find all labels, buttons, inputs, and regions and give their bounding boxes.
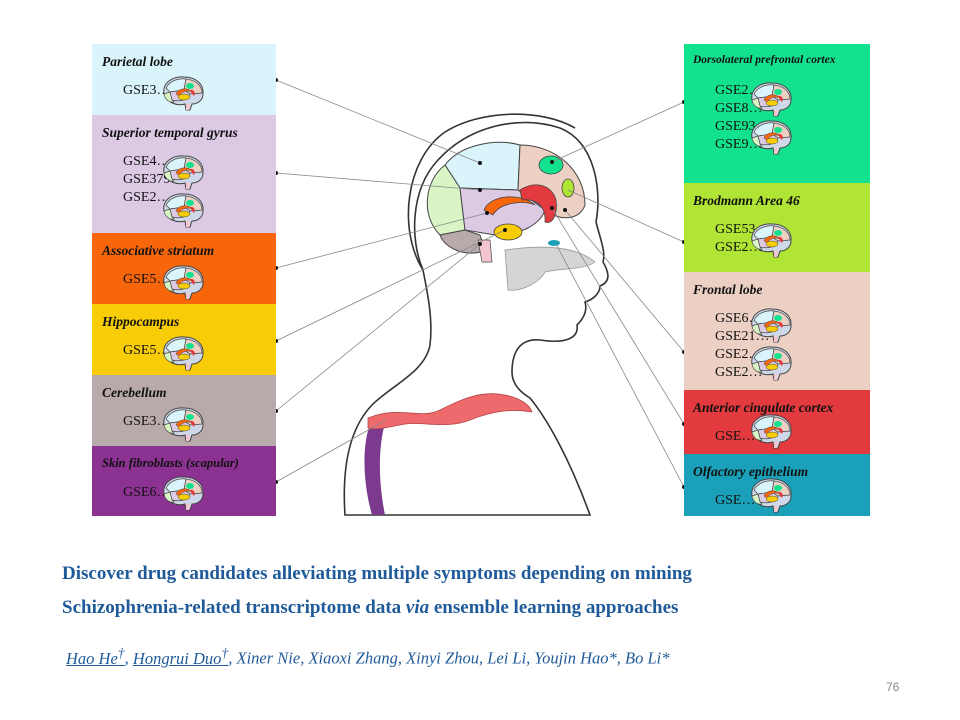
brain-thumbnail-icon bbox=[163, 193, 204, 228]
panel-title: Brodmann Area 46 bbox=[693, 193, 800, 208]
panel-skin-fibroblasts: Skin fibroblasts (scapular) GSE6… bbox=[92, 446, 276, 516]
dlpfc-region bbox=[538, 155, 564, 175]
dataset-list: GSE… bbox=[715, 429, 756, 444]
panel-associative-striatum: Associative striatum GSE5… bbox=[92, 233, 276, 304]
brain-thumbnail-icon bbox=[751, 346, 792, 381]
dataset-list: GSE3… bbox=[123, 83, 171, 98]
panel-dorsolateral-prefrontal-cortex: Dorsolateral prefrontal cortex GSE2… GSE… bbox=[684, 44, 870, 183]
brain-thumbnail-icon bbox=[163, 407, 204, 442]
author-line: Hao He†, Hongrui Duo†, Xiner Nie, Xiaoxi… bbox=[66, 645, 670, 668]
brain-thumbnail-icon bbox=[751, 82, 792, 117]
spinal-cord-shade bbox=[364, 420, 386, 515]
author-link-hongrui-duo[interactable]: Hongrui Duo† bbox=[132, 645, 229, 668]
author-list-rest: Xiner Nie, Xiaoxi Zhang, Xinyi Zhou, Lei… bbox=[236, 648, 670, 668]
headline-via: via bbox=[405, 597, 430, 618]
dataset-list: GSE3… bbox=[123, 414, 171, 429]
panel-title: Superior temporal gyrus bbox=[102, 125, 238, 140]
brain-thumbnail-icon bbox=[751, 120, 792, 155]
panel-parietal-lobe: Parietal lobe GSE3… bbox=[92, 44, 276, 115]
brain-thumbnail-icon bbox=[751, 414, 792, 449]
panel-title: Frontal lobe bbox=[693, 282, 763, 297]
brain-thumbnail-icon bbox=[163, 265, 204, 300]
headline-line-1: Discover drug candidates alleviating mul… bbox=[62, 563, 692, 584]
panel-title: Anterior cingulate cortex bbox=[693, 400, 834, 415]
striatum-region bbox=[483, 196, 536, 216]
panel-title: Cerebellum bbox=[102, 385, 167, 400]
author-link-hao-he[interactable]: Hao He† bbox=[66, 645, 125, 668]
brain-thumbnail-icon bbox=[163, 336, 204, 371]
headline-text: ensemble learning approaches bbox=[429, 597, 679, 618]
panel-brodmann-area-46: Brodmann Area 46 GSE53… GSE2… bbox=[684, 183, 870, 272]
panel-title: Associative striatum bbox=[102, 243, 215, 258]
brain-thumbnail-icon bbox=[163, 476, 204, 511]
panel-anterior-cingulate-cortex: Anterior cingulate cortex GSE… bbox=[684, 390, 870, 454]
headline-line-2: Schizophrenia-related transcriptome data… bbox=[62, 597, 678, 619]
panel-title: Parietal lobe bbox=[102, 54, 173, 69]
olfactory-region bbox=[548, 240, 560, 246]
headline-text: Schizophrenia-related transcriptome data bbox=[62, 597, 406, 618]
panel-hippocampus: Hippocampus GSE5… bbox=[92, 304, 276, 375]
panel-title: Skin fibroblasts (scapular) bbox=[102, 456, 239, 470]
dataset-list: GSE6… GSE21… GSE2… GSE2… bbox=[715, 311, 770, 380]
brain-thumbnail-icon bbox=[751, 223, 792, 258]
ba46-region bbox=[561, 178, 575, 198]
head-outline bbox=[407, 113, 576, 271]
cingulate-region bbox=[519, 184, 557, 223]
spinal-cord-band bbox=[367, 393, 533, 430]
panel-superior-temporal-gyrus: Superior temporal gyrus GSE4… GSE379… GS… bbox=[92, 115, 276, 233]
panel-cerebellum: Cerebellum GSE3… bbox=[92, 375, 276, 446]
dataset-list: GSE… bbox=[715, 493, 756, 508]
dataset-list: GSE5… bbox=[123, 272, 171, 287]
panel-title: Olfactory epithelium bbox=[693, 464, 809, 479]
brain-thumbnail-icon bbox=[163, 76, 204, 111]
page-number: 76 bbox=[886, 680, 900, 694]
dataset-list: GSE6… bbox=[123, 485, 171, 500]
nasal-cavity bbox=[504, 246, 596, 291]
panel-frontal-lobe: Frontal lobe GSE6… GSE21… GSE2… GSE2… bbox=[684, 272, 870, 390]
brain-thumbnail-icon bbox=[163, 155, 204, 190]
brain-thumbnail-icon bbox=[751, 478, 792, 513]
panel-title: Dorsolateral prefrontal cortex bbox=[693, 54, 836, 66]
panel-title: Hippocampus bbox=[102, 314, 180, 329]
brain-thumbnail-icon bbox=[751, 308, 792, 343]
dataset-list: GSE5… bbox=[123, 343, 171, 358]
hippocampus-region bbox=[493, 223, 523, 241]
panel-olfactory-epithelium: Olfactory epithelium GSE… bbox=[684, 454, 870, 516]
brainstem-region bbox=[477, 239, 493, 263]
connector-lines bbox=[275, 79, 685, 488]
